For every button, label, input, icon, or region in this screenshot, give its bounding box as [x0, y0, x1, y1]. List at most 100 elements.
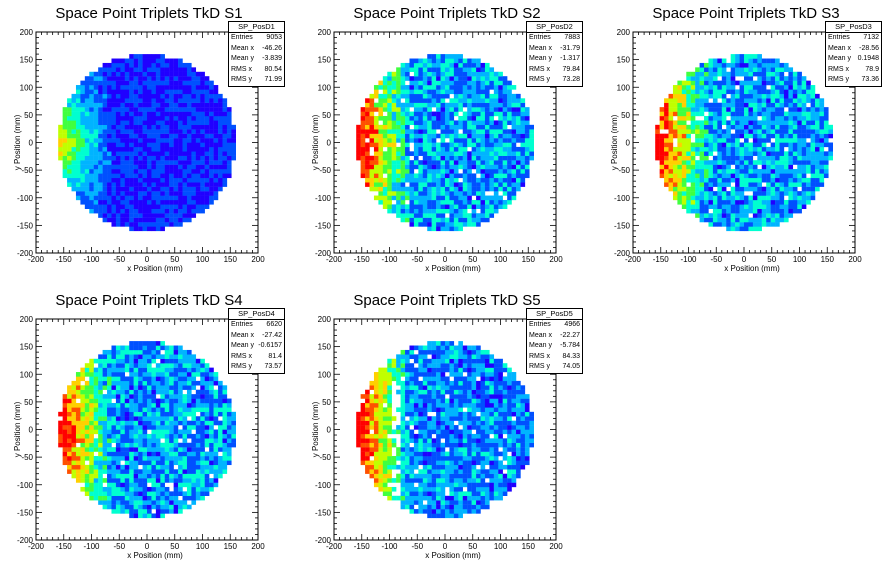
heatmap-cell — [147, 486, 152, 492]
heatmap-cell — [169, 173, 174, 179]
heatmap-cell — [489, 120, 495, 126]
heatmap-cell — [664, 98, 669, 103]
heatmap-cell — [115, 111, 121, 117]
heatmap-cell — [155, 85, 161, 90]
heatmap-cell — [502, 164, 508, 170]
heatmap-cell — [164, 213, 170, 218]
heatmap-cell — [226, 142, 232, 148]
heatmap-cell — [80, 469, 86, 474]
heatmap-cell — [779, 204, 785, 209]
heatmap-cell — [422, 67, 428, 72]
heatmap-cell — [418, 164, 423, 170]
heatmap-cell — [111, 420, 117, 426]
heatmap-cell — [699, 177, 705, 183]
heatmap-cell — [133, 58, 139, 64]
heatmap-cell — [89, 142, 94, 148]
heatmap-cell — [726, 151, 731, 156]
heatmap-cell — [476, 115, 481, 121]
heatmap-cell — [151, 398, 157, 404]
heatmap-cell — [142, 71, 148, 77]
heatmap-cell — [752, 146, 758, 152]
heatmap-cell — [218, 115, 223, 121]
heatmap-cell — [75, 416, 81, 421]
heatmap-cell — [427, 169, 432, 174]
heatmap-cell — [129, 124, 134, 130]
heatmap-cell — [115, 438, 121, 443]
heatmap-cell — [806, 177, 811, 183]
heatmap-cell — [133, 389, 139, 395]
heatmap-cell — [489, 138, 495, 143]
heatmap-cell — [195, 133, 201, 139]
heatmap-cell — [378, 80, 384, 86]
heatmap-cell — [801, 160, 807, 165]
heatmap-cell — [80, 389, 86, 395]
heatmap-cell — [173, 186, 179, 192]
heatmap-cell — [440, 222, 446, 227]
heatmap-cell — [502, 169, 508, 174]
heatmap-cell — [770, 222, 776, 227]
heatmap-cell — [681, 124, 687, 130]
heatmap-cell — [151, 146, 157, 152]
heatmap-cell — [467, 85, 472, 90]
heatmap-cell — [744, 146, 749, 152]
stats-key: Mean x — [529, 44, 552, 52]
heatmap-cell — [173, 93, 179, 99]
heatmap-cell — [382, 115, 388, 121]
heatmap-cell — [449, 199, 455, 205]
heatmap-cell — [524, 173, 530, 179]
heatmap-cell — [721, 142, 727, 148]
heatmap-cell — [142, 213, 148, 218]
heatmap-cell — [382, 204, 388, 209]
heatmap-cell — [129, 107, 134, 112]
heatmap-cell — [147, 173, 152, 179]
heatmap-cell — [806, 191, 811, 196]
heatmap-cell — [409, 89, 415, 95]
heatmap-cell — [735, 89, 740, 95]
heatmap-cell — [71, 102, 77, 108]
heatmap-cell — [111, 380, 117, 386]
heatmap-cell — [133, 102, 139, 108]
heatmap-cell — [378, 111, 384, 117]
heatmap-cell — [120, 349, 125, 355]
heatmap-cell — [111, 173, 117, 179]
heatmap-cell — [120, 199, 125, 205]
heatmap-cell — [476, 98, 481, 103]
heatmap-cell — [151, 58, 157, 64]
heatmap-cell — [98, 469, 103, 474]
heatmap-cell — [213, 169, 219, 174]
y-tick-label: -200 — [614, 249, 631, 258]
heatmap-cell — [815, 146, 820, 152]
heatmap-cell — [204, 133, 210, 139]
heatmap-cell — [195, 169, 201, 174]
heatmap-cell — [712, 222, 718, 227]
heatmap-cell — [102, 67, 108, 72]
heatmap-cell — [806, 129, 811, 134]
heatmap-cell — [792, 71, 798, 77]
heatmap-plot: -200 -150 -100 -50 0 50 100 150 200-200-150-100-… — [13, 28, 265, 273]
heatmap-cell — [744, 98, 749, 103]
heatmap-cell — [418, 151, 423, 156]
heatmap-cell — [783, 177, 789, 183]
heatmap-cell — [739, 80, 745, 86]
heatmap-cell — [98, 182, 103, 187]
heatmap-cell — [409, 217, 415, 223]
heatmap-cell — [471, 182, 477, 187]
heatmap-cell — [373, 160, 379, 165]
heatmap-cell — [480, 98, 486, 103]
heatmap-cell — [373, 186, 379, 192]
heatmap-cell — [819, 155, 825, 161]
heatmap-cell — [160, 177, 165, 183]
heatmap-cell — [98, 160, 103, 165]
heatmap-cell — [111, 182, 117, 187]
heatmap-cell — [708, 76, 714, 81]
heatmap-cell — [717, 85, 722, 90]
heatmap-cell — [427, 191, 432, 196]
heatmap-cell — [391, 160, 397, 165]
heatmap-cell — [164, 62, 170, 68]
heatmap-cell — [120, 93, 125, 99]
heatmap-cell — [80, 195, 86, 201]
heatmap-cell — [147, 208, 152, 214]
heatmap-cell — [681, 195, 687, 201]
heatmap-cell — [84, 204, 90, 209]
heatmap-cell — [436, 85, 441, 90]
